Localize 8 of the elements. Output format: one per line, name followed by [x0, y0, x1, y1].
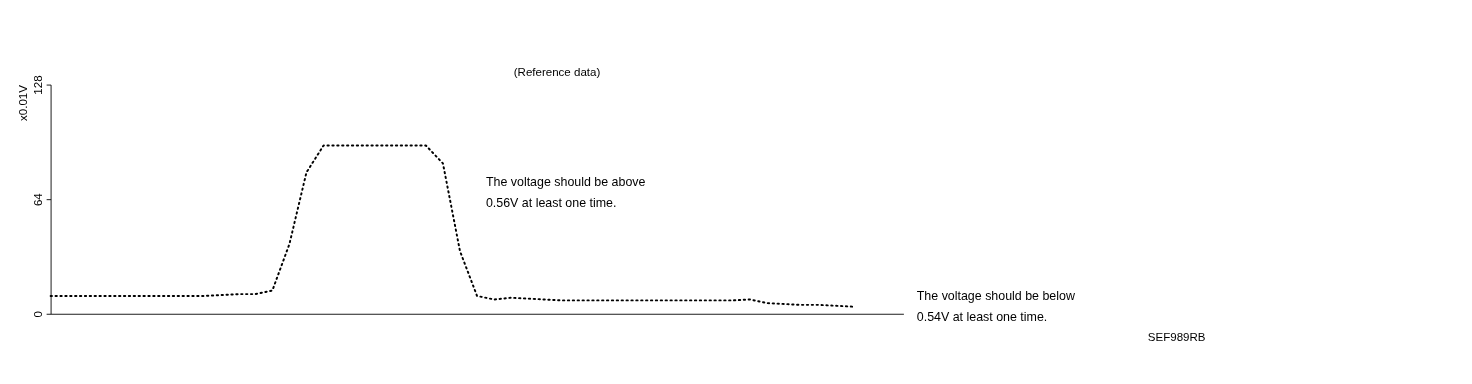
y-tick-label: 0	[32, 311, 45, 318]
y-tick-label: 128	[32, 75, 45, 95]
y-axis-title: x0.01V	[17, 84, 30, 121]
y-tick-label: 64	[32, 192, 45, 207]
text: The voltage should be below 0.54V at least one time.	[916, 288, 1075, 324]
chart-title: (Reference data)	[513, 65, 601, 78]
text: SEF989RB	[1147, 331, 1206, 344]
annotation: The voltage should be above 0.56V at least one time.	[485, 174, 646, 211]
